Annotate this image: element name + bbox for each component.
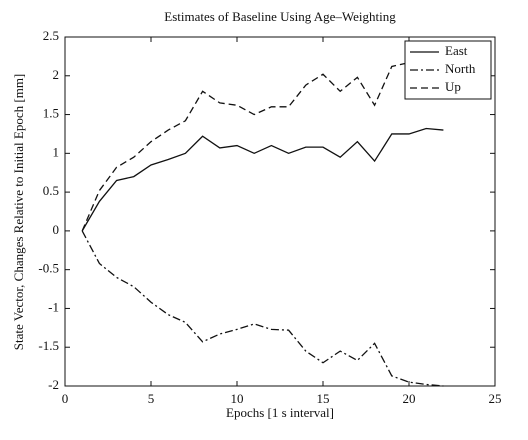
data-line <box>81 230 444 387</box>
y-axis-label: State Vector, Changes Relative to Initia… <box>11 74 26 351</box>
x-tick-label: 15 <box>317 391 330 406</box>
x-tick-label: 20 <box>403 391 416 406</box>
legend-label: North <box>445 61 476 76</box>
y-tick-label: 0 <box>53 222 60 237</box>
y-tick-label: -0.5 <box>38 261 59 276</box>
x-tick-label: 0 <box>62 391 69 406</box>
legend-label: East <box>445 43 468 58</box>
y-tick-label: 2 <box>53 67 60 82</box>
data-line <box>81 59 444 232</box>
y-tick-label: 0.5 <box>43 183 59 198</box>
x-tick-label: 25 <box>489 391 502 406</box>
x-tick-label: 5 <box>148 391 155 406</box>
y-tick-label: 1 <box>53 144 60 159</box>
y-tick-label: -1.5 <box>38 338 59 353</box>
y-tick-label: 2.5 <box>43 28 59 43</box>
y-tick-label: -2 <box>48 377 59 392</box>
chart-title: Estimates of Baseline Using Age–Weightin… <box>164 9 396 24</box>
x-axis-label: Epochs [1 s interval] <box>226 405 334 420</box>
y-tick-label: 1.5 <box>43 106 59 121</box>
data-line <box>81 127 444 232</box>
legend-label: Up <box>445 79 461 94</box>
x-tick-label: 10 <box>231 391 244 406</box>
plot-frame <box>64 36 496 387</box>
legend-box <box>404 40 492 100</box>
y-tick-label: -1 <box>48 299 59 314</box>
